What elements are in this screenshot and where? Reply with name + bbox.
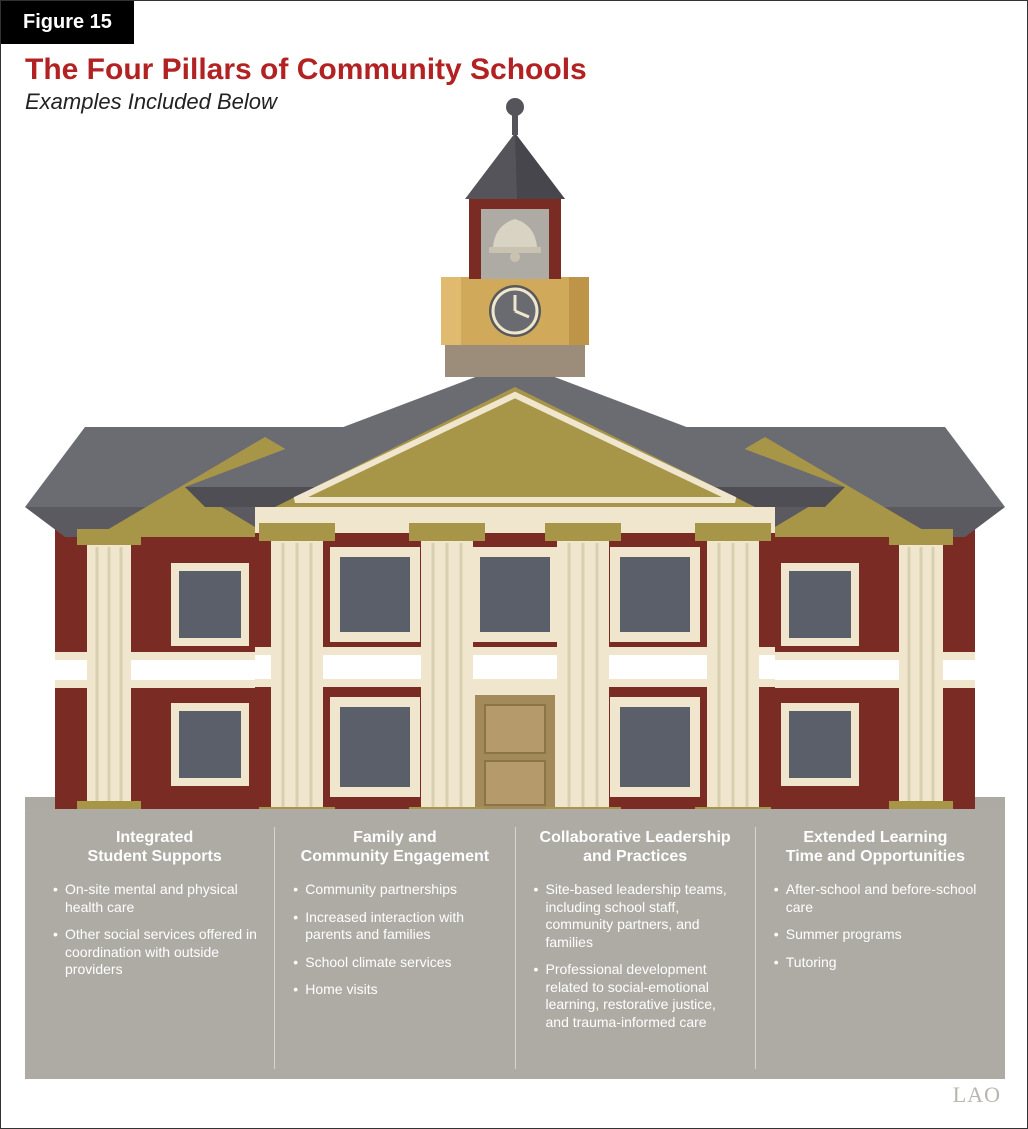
pillar-2: Family and Community Engagement Communit… — [274, 827, 514, 1069]
list-item: Other social services offered in coordin… — [53, 926, 260, 979]
figure-tag: Figure 15 — [1, 1, 134, 44]
pillar-4-title: Extended Learning Time and Opportunities — [770, 827, 981, 867]
list-item: After-school and before-school care — [774, 881, 981, 916]
pillar-2-title: Family and Community Engagement — [289, 827, 500, 867]
pillar-4: Extended Learning Time and Opportunities… — [755, 827, 995, 1069]
pillar-3-title: Collaborative Leadership and Practices — [530, 827, 741, 867]
list-item: Home visits — [293, 981, 500, 999]
list-item: Summer programs — [774, 926, 981, 944]
list-item: Increased interaction with parents and f… — [293, 909, 500, 944]
pillar-1-list: On-site mental and physical health care … — [49, 881, 260, 979]
pillar-1: Integrated Student Supports On-site ment… — [35, 827, 274, 1069]
list-item: Site-based leadership teams, including s… — [534, 881, 741, 951]
pillar-4-list: After-school and before-school care Summ… — [770, 881, 981, 971]
scene: Integrated Student Supports On-site ment… — [25, 77, 1005, 1079]
list-item: Professional development related to soci… — [534, 961, 741, 1031]
pillars-panel: Integrated Student Supports On-site ment… — [25, 809, 1005, 1079]
list-item: Community partnerships — [293, 881, 500, 899]
pillar-2-list: Community partnerships Increased interac… — [289, 881, 500, 999]
list-item: School climate services — [293, 954, 500, 972]
figure-frame: Figure 15 The Four Pillars of Community … — [0, 0, 1028, 1129]
pillar-3-list: Site-based leadership teams, including s… — [530, 881, 741, 1031]
pillar-3: Collaborative Leadership and Practices S… — [515, 827, 755, 1069]
list-item: On-site mental and physical health care — [53, 881, 260, 916]
pillar-1-title: Integrated Student Supports — [49, 827, 260, 867]
list-item: Tutoring — [774, 954, 981, 972]
lao-logo: LAO — [953, 1082, 1001, 1108]
